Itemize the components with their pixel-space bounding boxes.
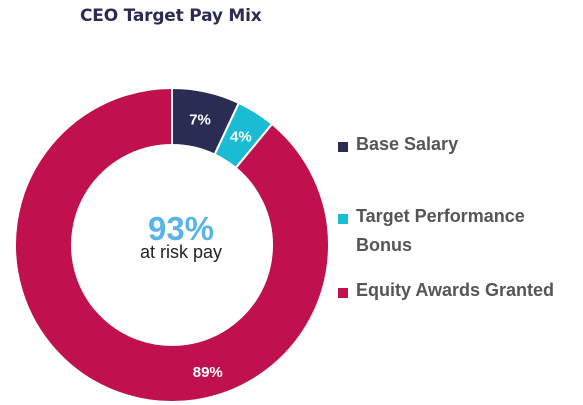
legend-item-target-performance-bonus: Target Performance Bonus bbox=[338, 206, 583, 260]
slice-label: 89% bbox=[193, 364, 223, 381]
slice-label: 7% bbox=[189, 112, 211, 129]
donut-slices bbox=[14, 86, 330, 403]
legend-item-base-salary: Base Salary bbox=[338, 134, 583, 159]
center-label: at risk pay bbox=[140, 242, 222, 262]
legend-label: Target Performance Bonus bbox=[356, 206, 525, 255]
center-value: 93% bbox=[148, 210, 214, 247]
slice-labels: 7% 4% 89% bbox=[189, 112, 252, 381]
legend-swatch bbox=[338, 288, 348, 298]
slice-label: 4% bbox=[230, 129, 252, 146]
legend-swatch bbox=[338, 214, 348, 224]
legend-item-equity-awards-granted: Equity Awards Granted bbox=[338, 280, 583, 305]
donut-slice-equity-awards-granted bbox=[14, 86, 330, 403]
legend-label: Equity Awards Granted bbox=[356, 280, 555, 300]
legend-swatch bbox=[338, 142, 348, 152]
legend-label: Base Salary bbox=[356, 134, 459, 154]
chart-title: CEO Target Pay Mix bbox=[80, 6, 262, 26]
